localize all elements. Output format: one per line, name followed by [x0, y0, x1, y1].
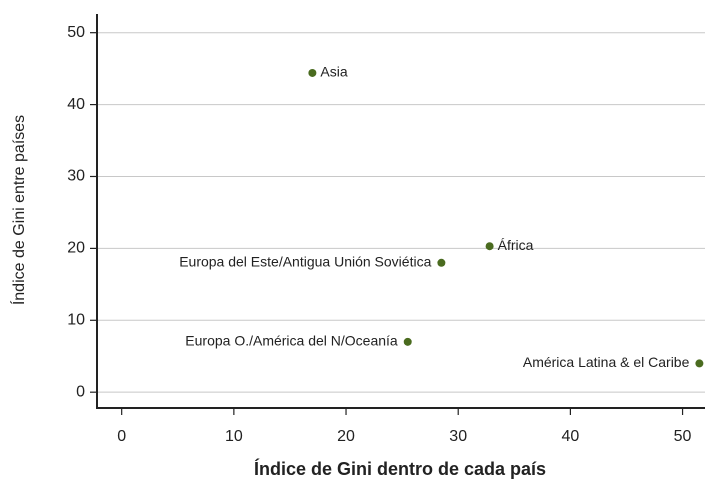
- point-label: África: [498, 237, 534, 253]
- y-tick-label: 0: [76, 383, 85, 400]
- point: [308, 68, 317, 77]
- point: [485, 242, 494, 251]
- x-tick-label: 10: [225, 428, 243, 445]
- y-tick-label: 40: [67, 96, 85, 113]
- y-tick-label: 30: [67, 168, 85, 185]
- point-label: Europa del Este/Antigua Unión Soviética: [179, 253, 431, 269]
- point-label: Europa O./América del N/Oceanía: [185, 333, 398, 349]
- point-label: Asia: [320, 64, 347, 80]
- x-tick-label: 30: [449, 428, 467, 445]
- x-tick-label: 50: [674, 428, 692, 445]
- point: [403, 337, 412, 346]
- x-axis-label: Índice de Gini dentro de cada país: [254, 458, 546, 479]
- point: [695, 359, 704, 368]
- x-tick-label: 40: [561, 428, 579, 445]
- x-tick-label: 0: [117, 428, 126, 445]
- point-label: América Latina & el Caribe: [523, 354, 690, 370]
- x-tick-label: 20: [337, 428, 355, 445]
- point: [437, 258, 446, 267]
- y-axis-label: Índice de Gini entre países: [9, 115, 28, 305]
- y-tick-label: 10: [67, 312, 85, 329]
- y-tick-label: 50: [67, 24, 85, 41]
- y-tick-label: 20: [67, 240, 85, 257]
